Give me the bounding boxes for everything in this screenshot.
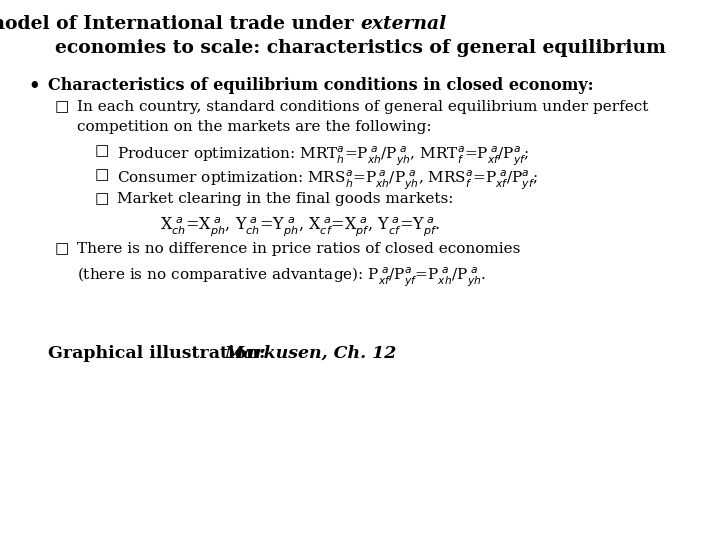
Text: □: □ <box>55 242 69 256</box>
Text: In each country, standard conditions of general equilibrium under perfect: In each country, standard conditions of … <box>77 100 649 114</box>
Text: external: external <box>360 15 446 33</box>
Text: competition on the markets are the following:: competition on the markets are the follo… <box>77 120 431 134</box>
Text: Market clearing in the final goods markets:: Market clearing in the final goods marke… <box>117 192 454 206</box>
Text: Markusen, Ch. 12: Markusen, Ch. 12 <box>225 345 397 362</box>
Text: There is no difference in price ratios of closed economies: There is no difference in price ratios o… <box>77 242 521 256</box>
Text: (7.3.) The model of International trade under: (7.3.) The model of International trade … <box>0 15 360 33</box>
Text: Producer optimization: MRT$_h^{a}$=P$_{xh}^{\ a}$/P$_{yh}^{\ a}$, MRT$_f^{a}$=P$: Producer optimization: MRT$_h^{a}$=P$_{x… <box>117 144 529 167</box>
Text: economies to scale: characteristics of general equilibrium: economies to scale: characteristics of g… <box>55 39 665 57</box>
Text: •: • <box>28 77 40 95</box>
Text: □: □ <box>95 192 109 206</box>
Text: Graphical illustration:: Graphical illustration: <box>48 345 271 362</box>
Text: □: □ <box>55 100 69 114</box>
Text: □: □ <box>95 168 109 182</box>
Text: Characteristics of equilibrium conditions in closed economy:: Characteristics of equilibrium condition… <box>48 77 593 94</box>
Text: X$_{ch}^{\ a}$=X$_{ph}^{\ a}$, Y$_{ch}^{\ a}$=Y$_{ph}^{\ a}$, X$_{cf}^{\ a}$=X$_: X$_{ch}^{\ a}$=X$_{ph}^{\ a}$, Y$_{ch}^{… <box>160 215 441 238</box>
Text: (there is no comparative advantage): P$_{xf}^{\ a}$/P$_{yf}^{a}$=P$_{xh}^{\ a}$/: (there is no comparative advantage): P$_… <box>77 265 486 288</box>
Text: Consumer optimization: MRS$_h^{a}$=P$_{xh}^{\ a}$/P$_{yh}^{\ a}$, MRS$_f^{a}$=P$: Consumer optimization: MRS$_h^{a}$=P$_{x… <box>117 168 538 191</box>
Text: □: □ <box>95 144 109 158</box>
